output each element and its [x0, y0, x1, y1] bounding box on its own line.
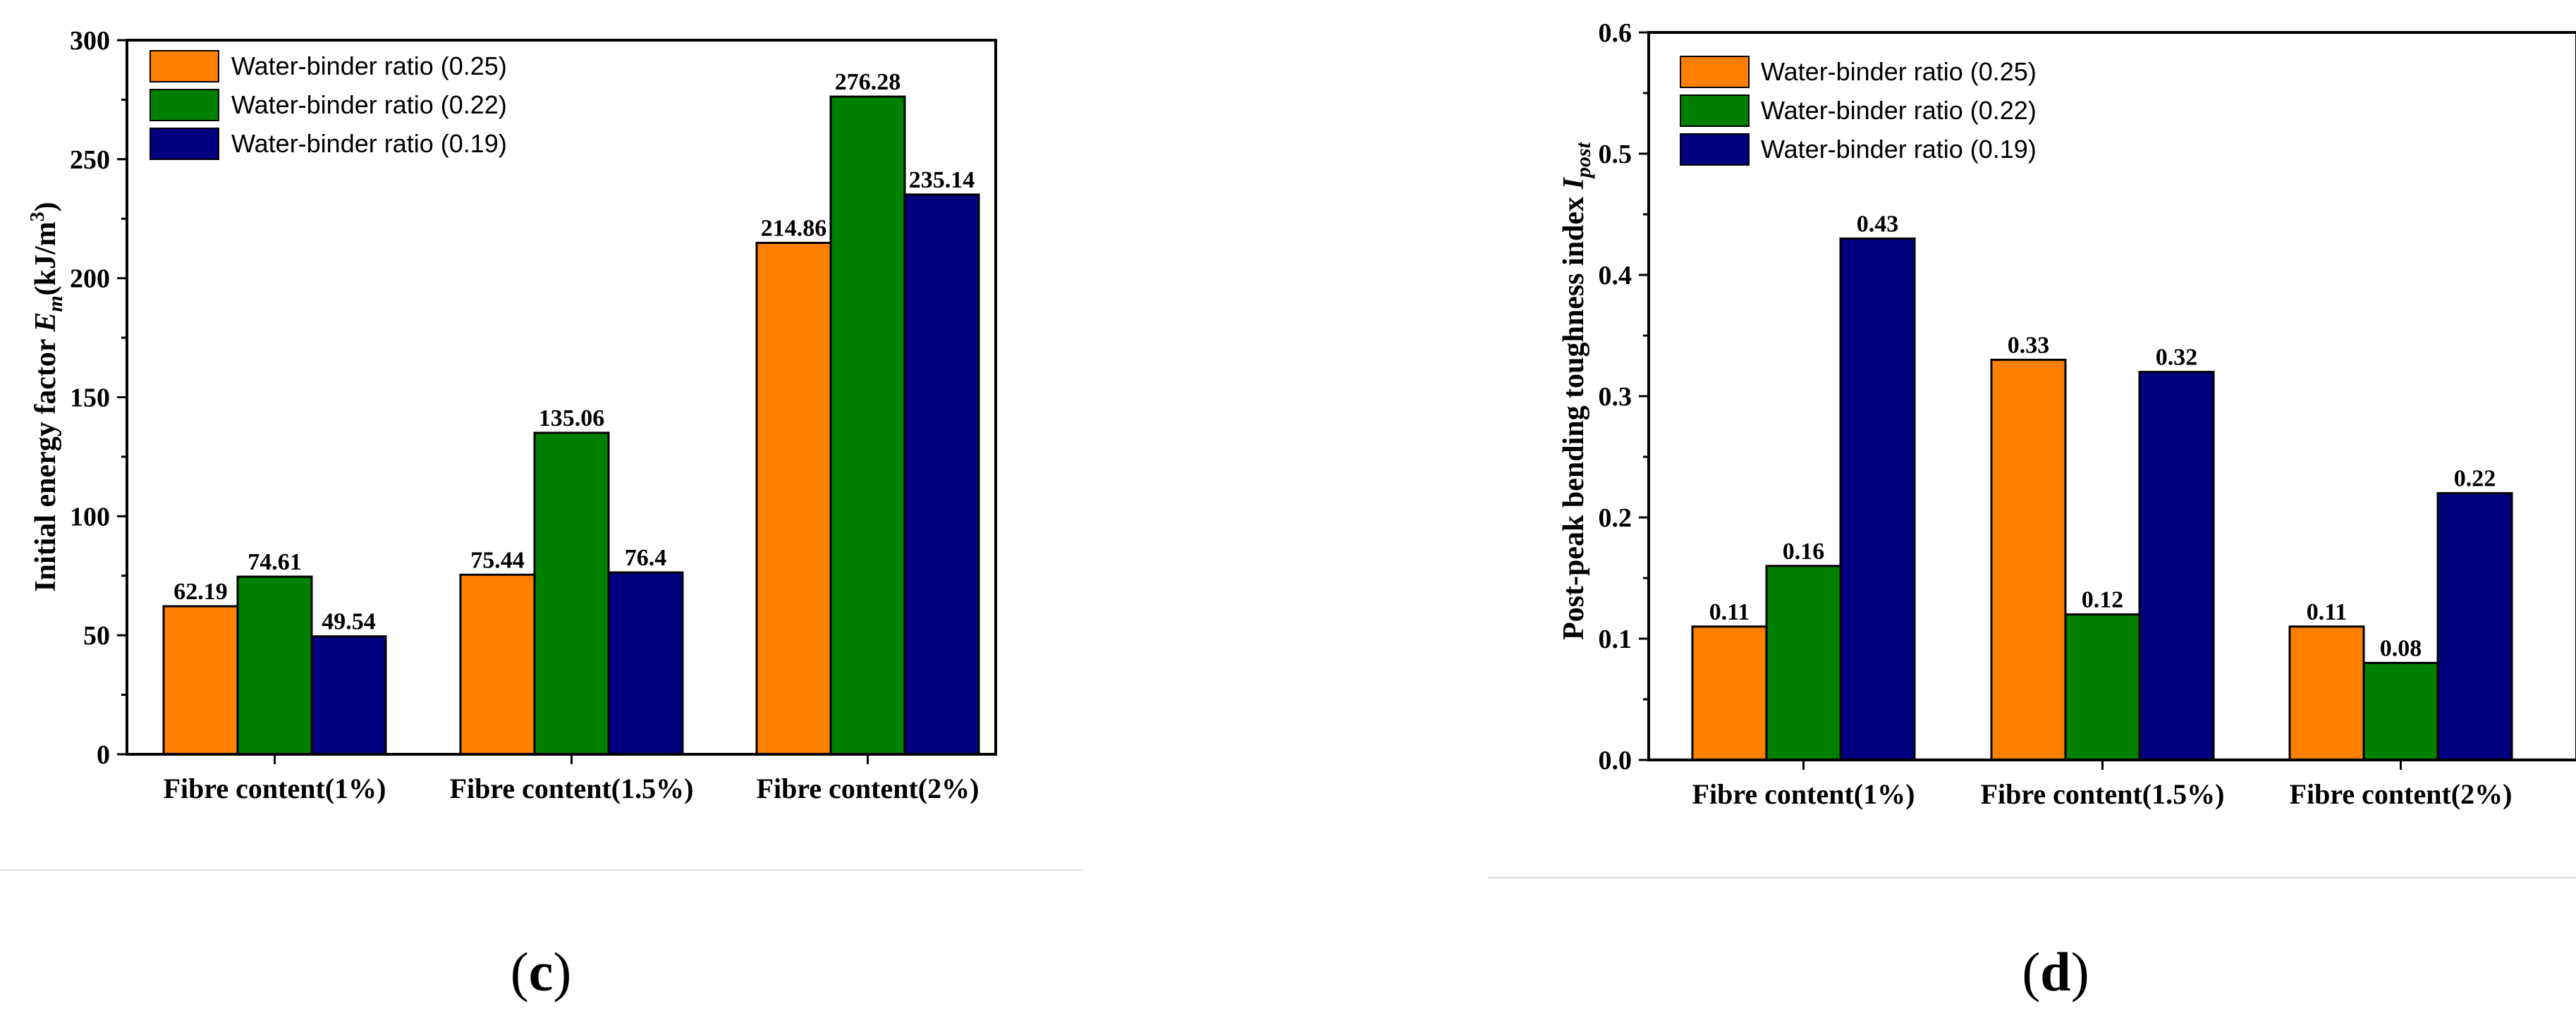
chart-c-legend-label: Water-binder ratio (0.25) [231, 51, 507, 80]
chart-d-legend-label: Water-binder ratio (0.19) [1761, 135, 2037, 164]
chart-c-data-label: 74.61 [248, 549, 302, 575]
chart-d-x-tick-label: Fibre content(2%) [2290, 778, 2513, 810]
chart-d-bar [2138, 371, 2215, 761]
chart-c-x-tick-label: Fibre content(1.5%) [450, 773, 694, 804]
chart-d-legend-swatch [1680, 56, 1750, 88]
chart-d-data-label: 0.08 [2380, 635, 2422, 661]
chart-d-y-ticks: 0.0 0.1 0.2 0.3 0.4 0.5 0.6 [1599, 18, 1649, 775]
chart-c-legend-swatch [149, 50, 219, 82]
chart-c-bar [755, 241, 832, 756]
chart-c-data-labels: 62.19 74.61 49.54 75.44 135.06 76.4 214.86 276.… [173, 69, 975, 635]
chart-d-y-tick-label: 0.3 [1599, 382, 1632, 412]
chart-c-y-tick-label: 150 [70, 383, 110, 413]
chart-d-data-label: 0.11 [2307, 599, 2348, 625]
chart-d-bar [1765, 565, 1842, 761]
chart-d-bars [1691, 237, 2513, 761]
chart-c-y-tick-label: 0 [97, 740, 110, 770]
chart-c: 62.19 74.61 49.54 75.44 135.06 76.4 214.86 276.… [27, 26, 997, 1002]
chart-d-bar [2362, 661, 2439, 761]
chart-c-y-axis-label: Initial energy factor Em(kJ/m3) [27, 202, 67, 591]
chart-d-bar [2288, 625, 2365, 761]
chart-d-bar [1990, 358, 2067, 761]
chart-d: 0.11 0.16 0.43 0.33 0.12 0.32 0.11 0.08 0.22 0.0… [1558, 18, 2576, 1002]
chart-c-data-label: 276.28 [835, 69, 901, 95]
chart-d-bar [2064, 613, 2141, 761]
chart-c-y-ticks: 0 50 100 150 200 250 300 [70, 26, 127, 770]
chart-d-data-label: 0.16 [1783, 539, 1825, 565]
chart-d-data-label: 0.33 [2008, 332, 2050, 358]
chart-c-data-label: 49.54 [322, 609, 376, 635]
chart-d-data-label: 0.22 [2454, 466, 2496, 492]
chart-c-data-label: 235.14 [909, 167, 975, 193]
chart-d-y-tick-label: 0.4 [1599, 261, 1632, 290]
chart-c-data-label: 135.06 [539, 405, 605, 431]
chart-d-data-label: 0.32 [2156, 345, 2198, 371]
chart-c-bar [162, 605, 239, 756]
chart-c-x-tick-label: Fibre content(2%) [757, 773, 979, 804]
chart-c-bar [236, 575, 313, 756]
chart-d-legend: Water-binder ratio (0.25) Water-binder ra… [1680, 56, 2037, 166]
chart-d-legend-label: Water-binder ratio (0.25) [1761, 57, 2037, 86]
chart-d-legend-swatch [1680, 133, 1750, 166]
chart-c-x-tick-label: Fibre content(1%) [164, 773, 386, 804]
chart-c-y-tick-label: 50 [83, 621, 110, 651]
chart-d-y-tick-label: 0.1 [1599, 625, 1632, 654]
chart-d-data-labels: 0.11 0.16 0.43 0.33 0.12 0.32 0.11 0.08 0.22 [1709, 211, 2496, 661]
chart-c-y-tick-label: 300 [70, 26, 110, 56]
chart-c-data-label: 76.4 [625, 545, 667, 571]
chart-c-data-label: 62.19 [173, 579, 228, 605]
chart-c-bar [533, 431, 610, 756]
chart-d-y-axis-label: Post-peak bending toughness index Ipost [1558, 141, 1595, 640]
chart-c-bar [829, 95, 906, 756]
chart-c-y-tick-label: 250 [70, 145, 110, 175]
chart-c-legend-swatch [149, 128, 219, 160]
chart-d-legend-swatch [1680, 94, 1750, 127]
chart-d-x-tick-label: Fibre content(1.5%) [1981, 778, 2225, 810]
chart-c-bars [162, 95, 980, 756]
chart-d-y-tick-label: 0.0 [1599, 746, 1632, 775]
chart-d-x-ticks: Fibre content(1%) Fibre content(1.5%) Fibr… [1692, 760, 2513, 810]
chart-d-legend-label: Water-binder ratio (0.22) [1761, 96, 2037, 125]
chart-c-bar [310, 635, 387, 756]
chart-c-bar [459, 573, 536, 756]
chart-d-data-label: 0.12 [2082, 587, 2124, 613]
chart-d-y-tick-label: 0.5 [1599, 140, 1632, 169]
chart-c-y-tick-label: 200 [70, 264, 110, 294]
chart-d-data-label: 0.11 [1709, 599, 1750, 625]
chart-c-legend-label: Water-binder ratio (0.22) [231, 90, 507, 119]
chart-d-y-tick-label: 0.2 [1599, 503, 1632, 533]
chart-c-data-label: 214.86 [761, 215, 827, 241]
chart-c-legend-label: Water-binder ratio (0.19) [231, 129, 507, 158]
chart-c-y-tick-label: 100 [70, 502, 110, 532]
chart-c-data-label: 75.44 [470, 547, 525, 573]
panel-label-d: (d) [2022, 941, 2089, 1002]
chart-c-x-ticks: Fibre content(1%) Fibre content(1.5%) Fibr… [164, 754, 979, 804]
panel-label-c: (c) [511, 941, 572, 1002]
chart-d-data-label: 0.43 [1857, 211, 1899, 237]
chart-d-x-tick-label: Fibre content(1%) [1692, 778, 1915, 810]
chart-d-y-tick-label: 0.6 [1599, 18, 1632, 48]
chart-d-bar [2436, 492, 2513, 761]
chart-d-bar [1691, 625, 1768, 761]
chart-c-legend-swatch [149, 89, 219, 121]
chart-c-bar [607, 571, 684, 756]
chart-c-bar [903, 193, 980, 756]
chart-c-legend: Water-binder ratio (0.25) Water-binder ra… [149, 50, 507, 160]
chart-d-bar [1839, 237, 1916, 761]
